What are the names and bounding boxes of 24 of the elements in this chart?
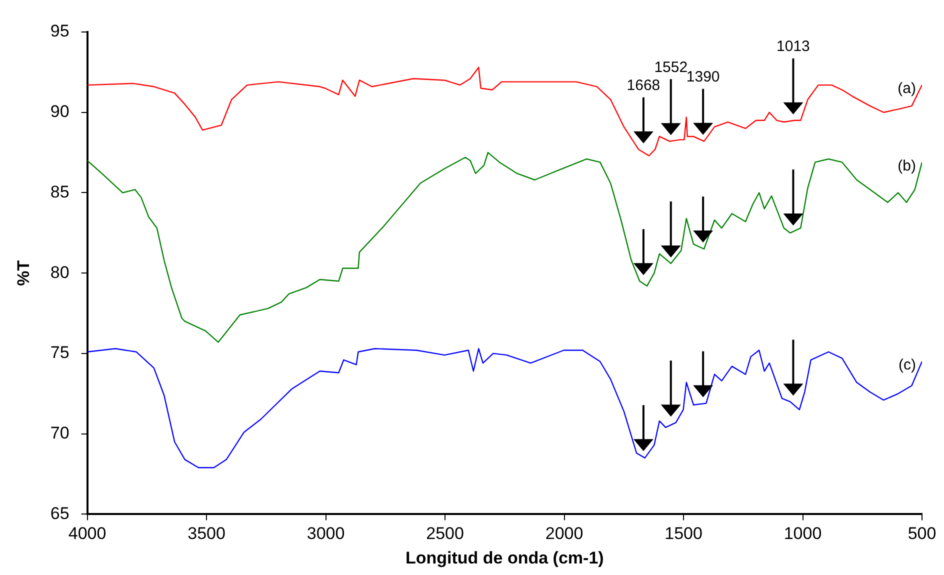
y-axis-title: %T	[14, 260, 33, 286]
annotation: 1390	[686, 68, 720, 86]
annotation: 1668	[626, 76, 660, 94]
y-tick-label: 65	[50, 504, 70, 523]
y-tick-label: 70	[50, 424, 70, 443]
annotation: 1013	[776, 38, 810, 56]
y-tick-label: 75	[50, 343, 70, 362]
x-tick-label: 3000	[306, 524, 345, 544]
series-label: (c)	[898, 356, 916, 374]
x-tick-label: 500	[908, 524, 936, 544]
y-tick-label: 85	[50, 182, 70, 202]
series-label: (a)	[898, 80, 916, 98]
x-tick-label: 1000	[784, 524, 822, 544]
y-tick-label: 95	[50, 22, 70, 41]
series-label: (b)	[898, 157, 916, 174]
x-tick-label: 1500	[664, 524, 702, 544]
x-tick-label: 3500	[188, 524, 226, 544]
annotation: 1552	[654, 58, 688, 76]
x-tick-label: 4000	[68, 524, 106, 544]
x-tick-label: 2000	[545, 524, 584, 544]
y-tick-label: 80	[50, 262, 70, 282]
x-axis-title: Longitud de onda (cm-1)	[405, 548, 604, 568]
x-tick-label: 2500	[426, 524, 464, 544]
y-tick-label: 90	[50, 102, 70, 122]
